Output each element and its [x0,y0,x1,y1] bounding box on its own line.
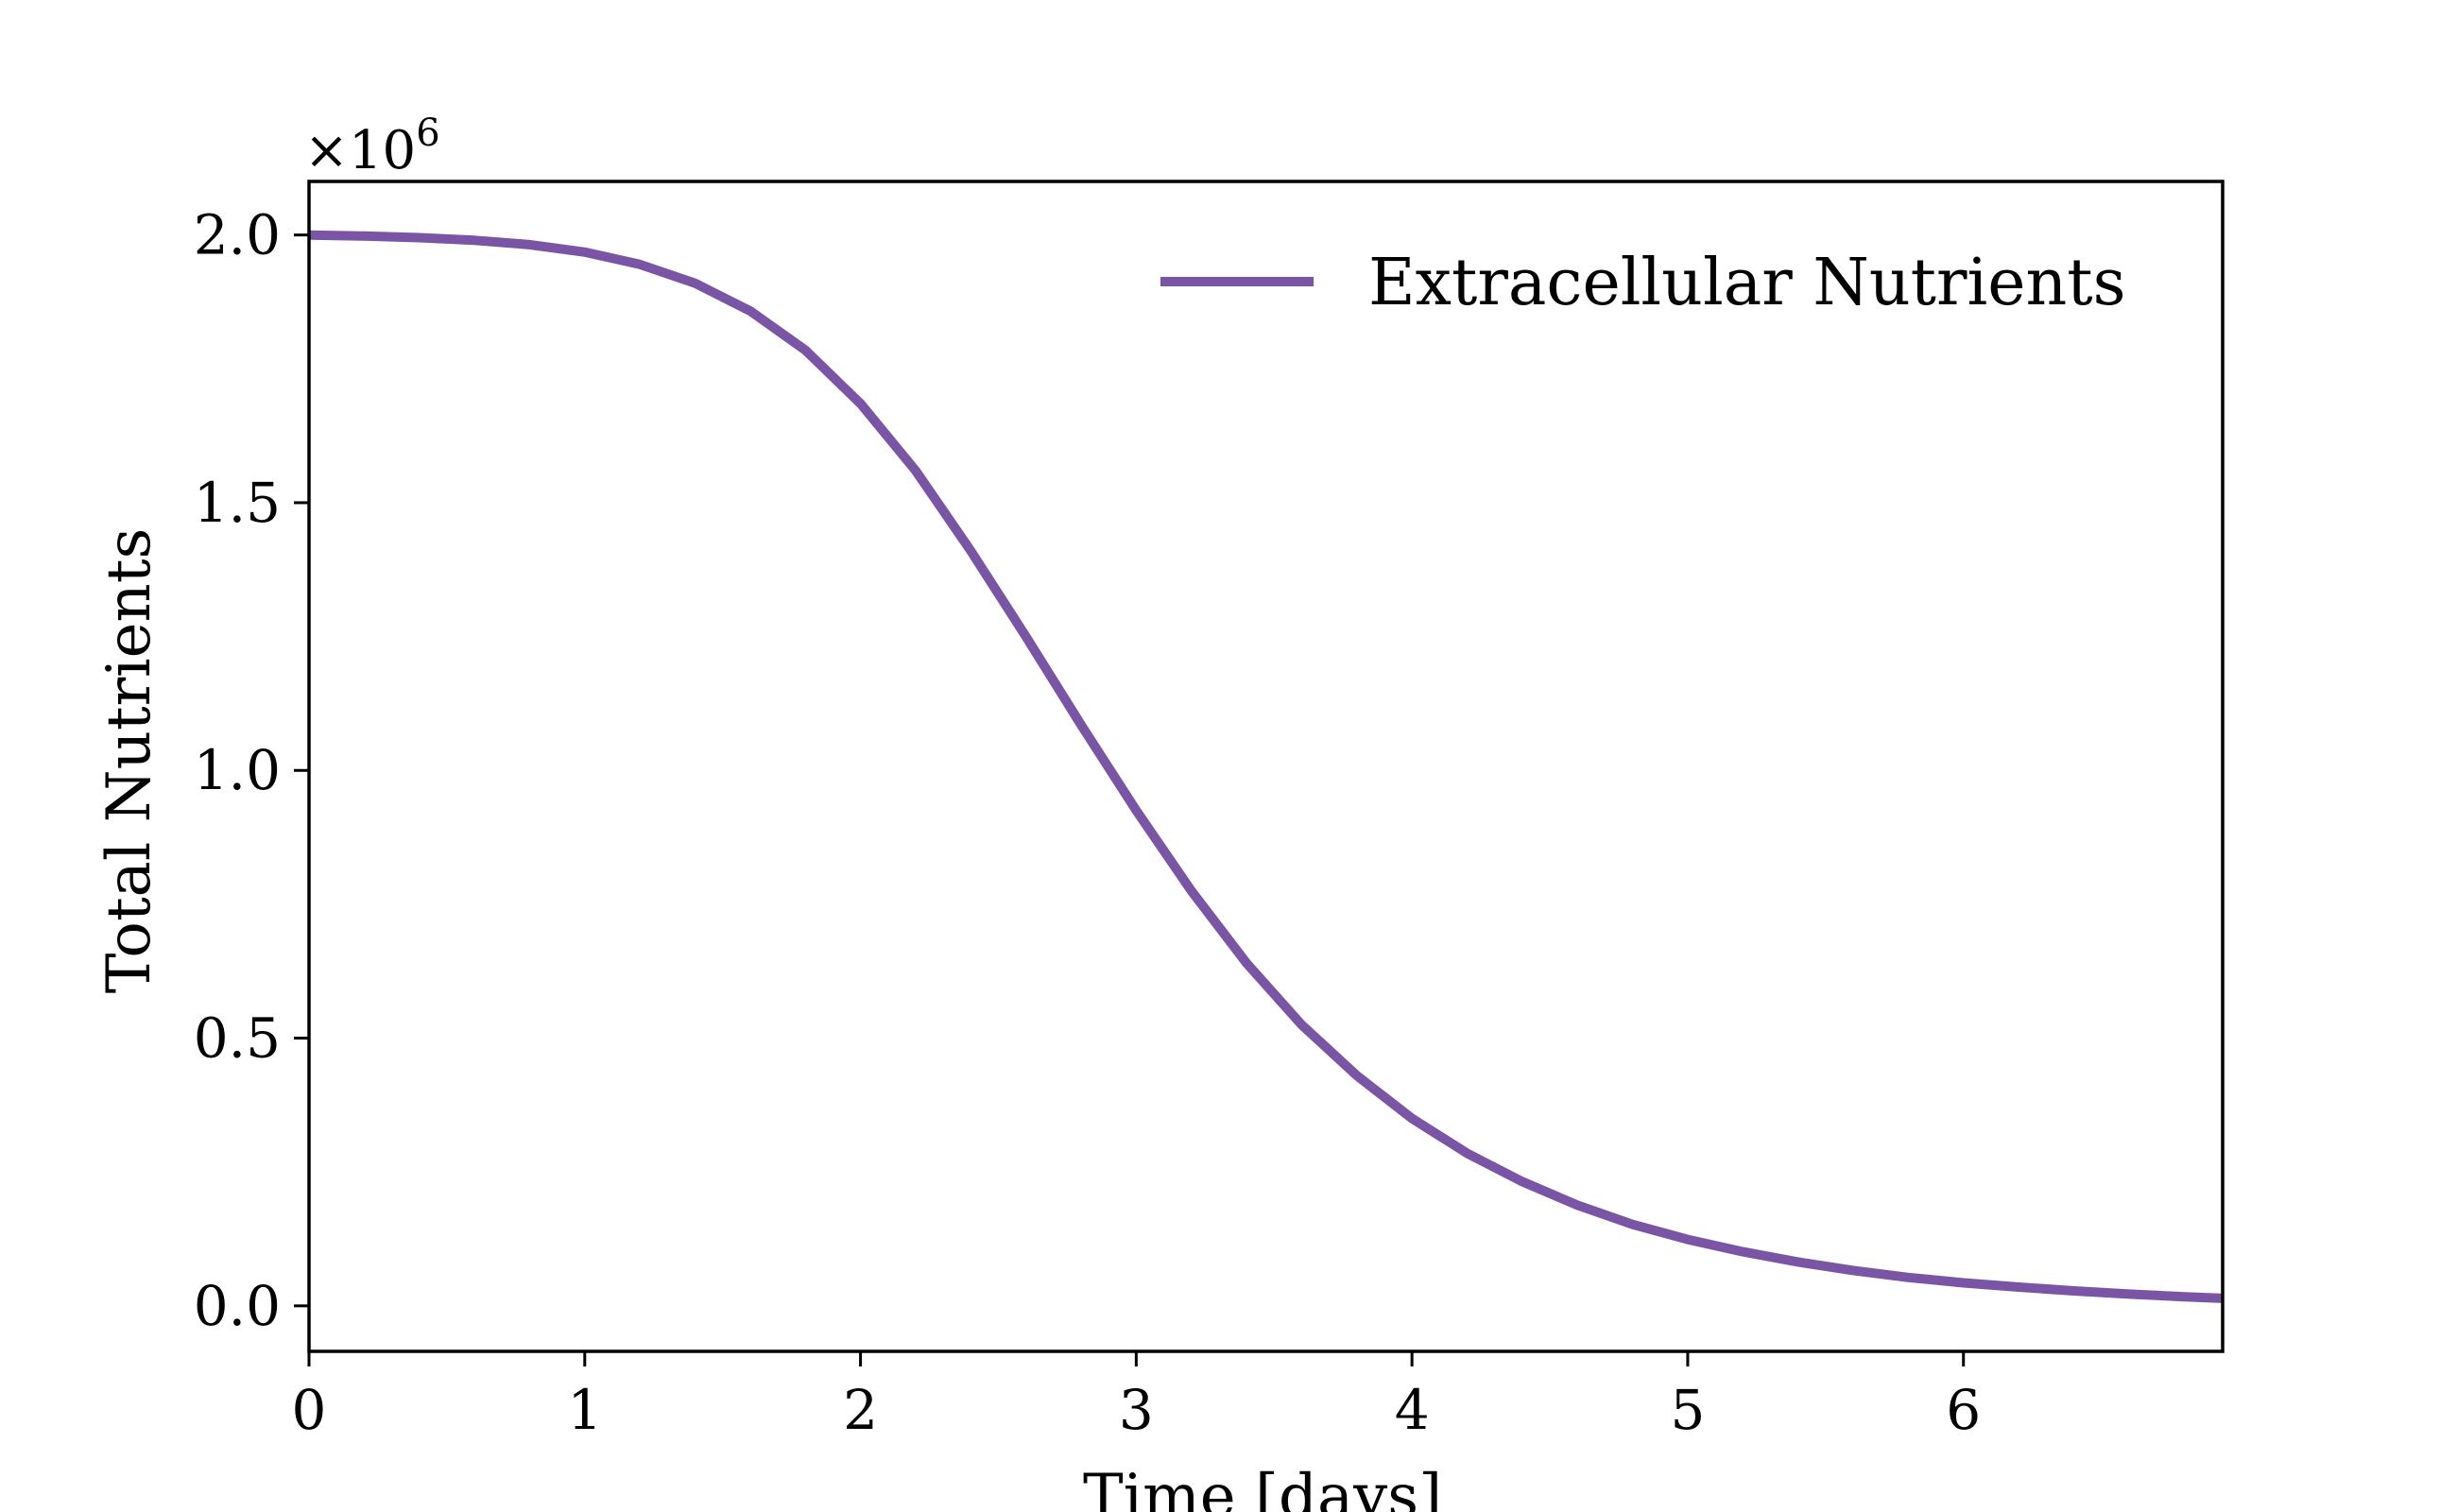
y-axis-label: Total Nutrients [94,528,164,994]
x-axis-label: Time [days] [1083,1462,1442,1512]
x-tick-label: 2 [843,1378,878,1442]
plot-frame [307,180,2225,1353]
y-tick-label: 1.5 [194,471,281,535]
series-layer [308,230,2224,1303]
x-tick-label: 1 [567,1378,602,1442]
y-offset-exponent: 6 [416,112,439,155]
y-tick-label: 0.5 [194,1006,281,1071]
series-line-extracellular-nutrients [308,230,2224,1303]
x-tick-label: 6 [1946,1378,1981,1442]
y-offset-base: ×10 [304,120,416,181]
x-axis-ticks: 0 1 2 3 4 5 6 [292,1351,1981,1442]
x-tick-label: 5 [1670,1378,1705,1442]
x-tick-label: 4 [1395,1378,1430,1442]
legend-label: Extracellular Nutrients [1368,246,2126,320]
legend: Extracellular Nutrients [1160,246,2126,320]
y-axis-ticks: 0.0 0.5 1.0 1.5 2.0 [194,203,309,1338]
x-tick-label: 0 [292,1378,327,1442]
y-offset-label: ×106 [304,112,440,181]
y-tick-label: 1.0 [194,738,281,802]
x-tick-label: 3 [1119,1378,1154,1442]
y-tick-label: 0.0 [194,1274,281,1338]
y-tick-label: 2.0 [194,203,281,267]
